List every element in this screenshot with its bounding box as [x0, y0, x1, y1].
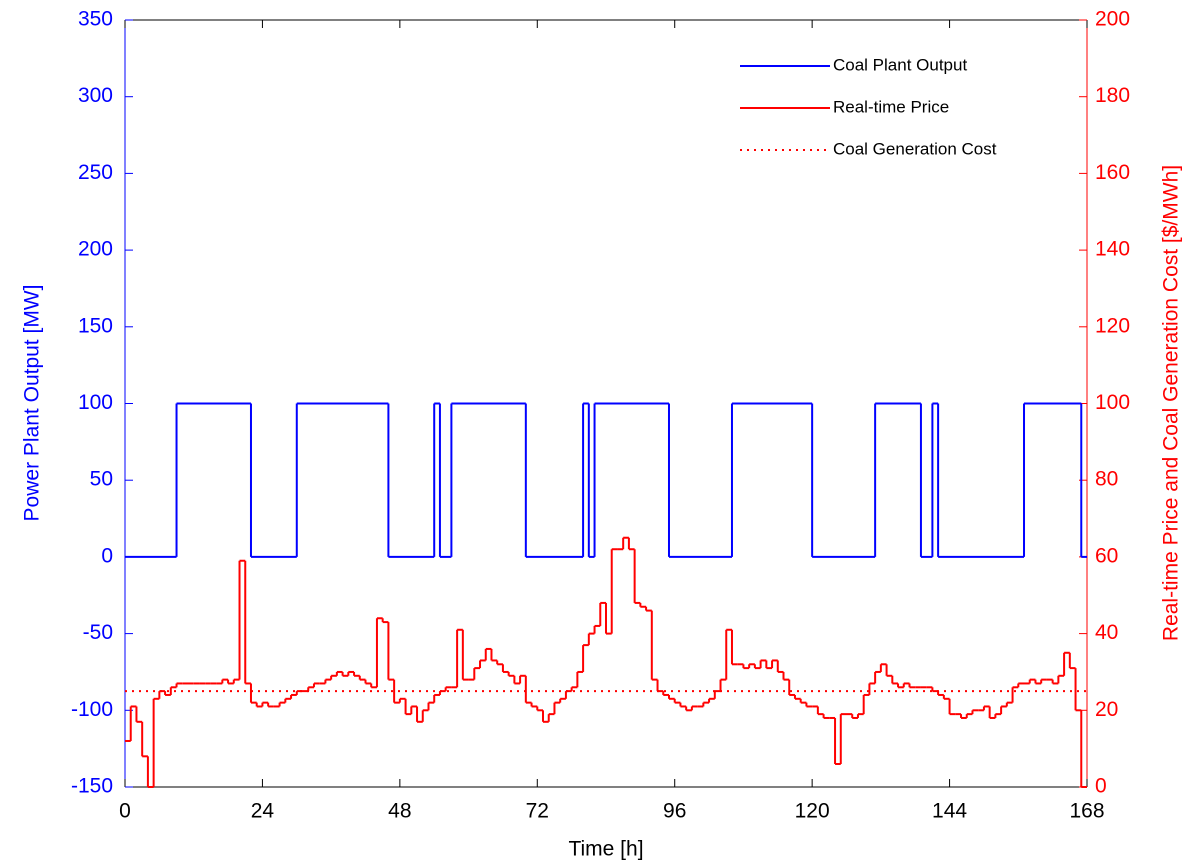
- x-tick-label: 168: [1069, 800, 1104, 823]
- y2-tick-label: 200: [1095, 8, 1130, 31]
- y-tick-label: 0: [101, 544, 113, 567]
- y2-tick-label: 20: [1095, 698, 1118, 721]
- y2-tick-label: 80: [1095, 468, 1118, 491]
- x-tick-label: 120: [795, 800, 830, 823]
- y2-tick-label: 120: [1095, 314, 1130, 337]
- y-tick-label: -50: [83, 621, 113, 644]
- y2-tick-label: 140: [1095, 238, 1130, 261]
- x-tick-label: 0: [119, 800, 131, 823]
- x-tick-label: 72: [526, 800, 549, 823]
- y2-tick-label: 60: [1095, 544, 1118, 567]
- y-tick-label: 250: [78, 161, 113, 184]
- y-tick-label: 200: [78, 238, 113, 261]
- y2-tick-label: 0: [1095, 775, 1107, 798]
- y2-tick-label: 160: [1095, 161, 1130, 184]
- y2-tick-label: 180: [1095, 84, 1130, 107]
- x-tick-label: 48: [388, 800, 411, 823]
- y2-tick-label: 40: [1095, 621, 1118, 644]
- y-tick-label: 150: [78, 314, 113, 337]
- y-axis-label: Power Plant Output [MW]: [21, 285, 44, 522]
- y-tick-label: 350: [78, 8, 113, 31]
- y2-tick-label: 100: [1095, 391, 1130, 414]
- y-tick-label: 50: [90, 468, 113, 491]
- y2-axis-label: Real-time Price and Coal Generation Cost…: [1160, 165, 1183, 641]
- x-tick-label: 144: [932, 800, 967, 823]
- legend-label: Coal Generation Cost: [833, 139, 997, 158]
- y-tick-label: -100: [71, 698, 113, 721]
- x-tick-label: 24: [251, 800, 275, 823]
- x-axis-label: Time [h]: [568, 838, 643, 861]
- legend-label: Real-time Price: [833, 97, 949, 116]
- y-tick-label: 300: [78, 84, 113, 107]
- y-tick-label: 100: [78, 391, 113, 414]
- legend-label: Coal Plant Output: [833, 55, 967, 74]
- x-tick-label: 96: [663, 800, 686, 823]
- y-tick-label: -150: [71, 775, 113, 798]
